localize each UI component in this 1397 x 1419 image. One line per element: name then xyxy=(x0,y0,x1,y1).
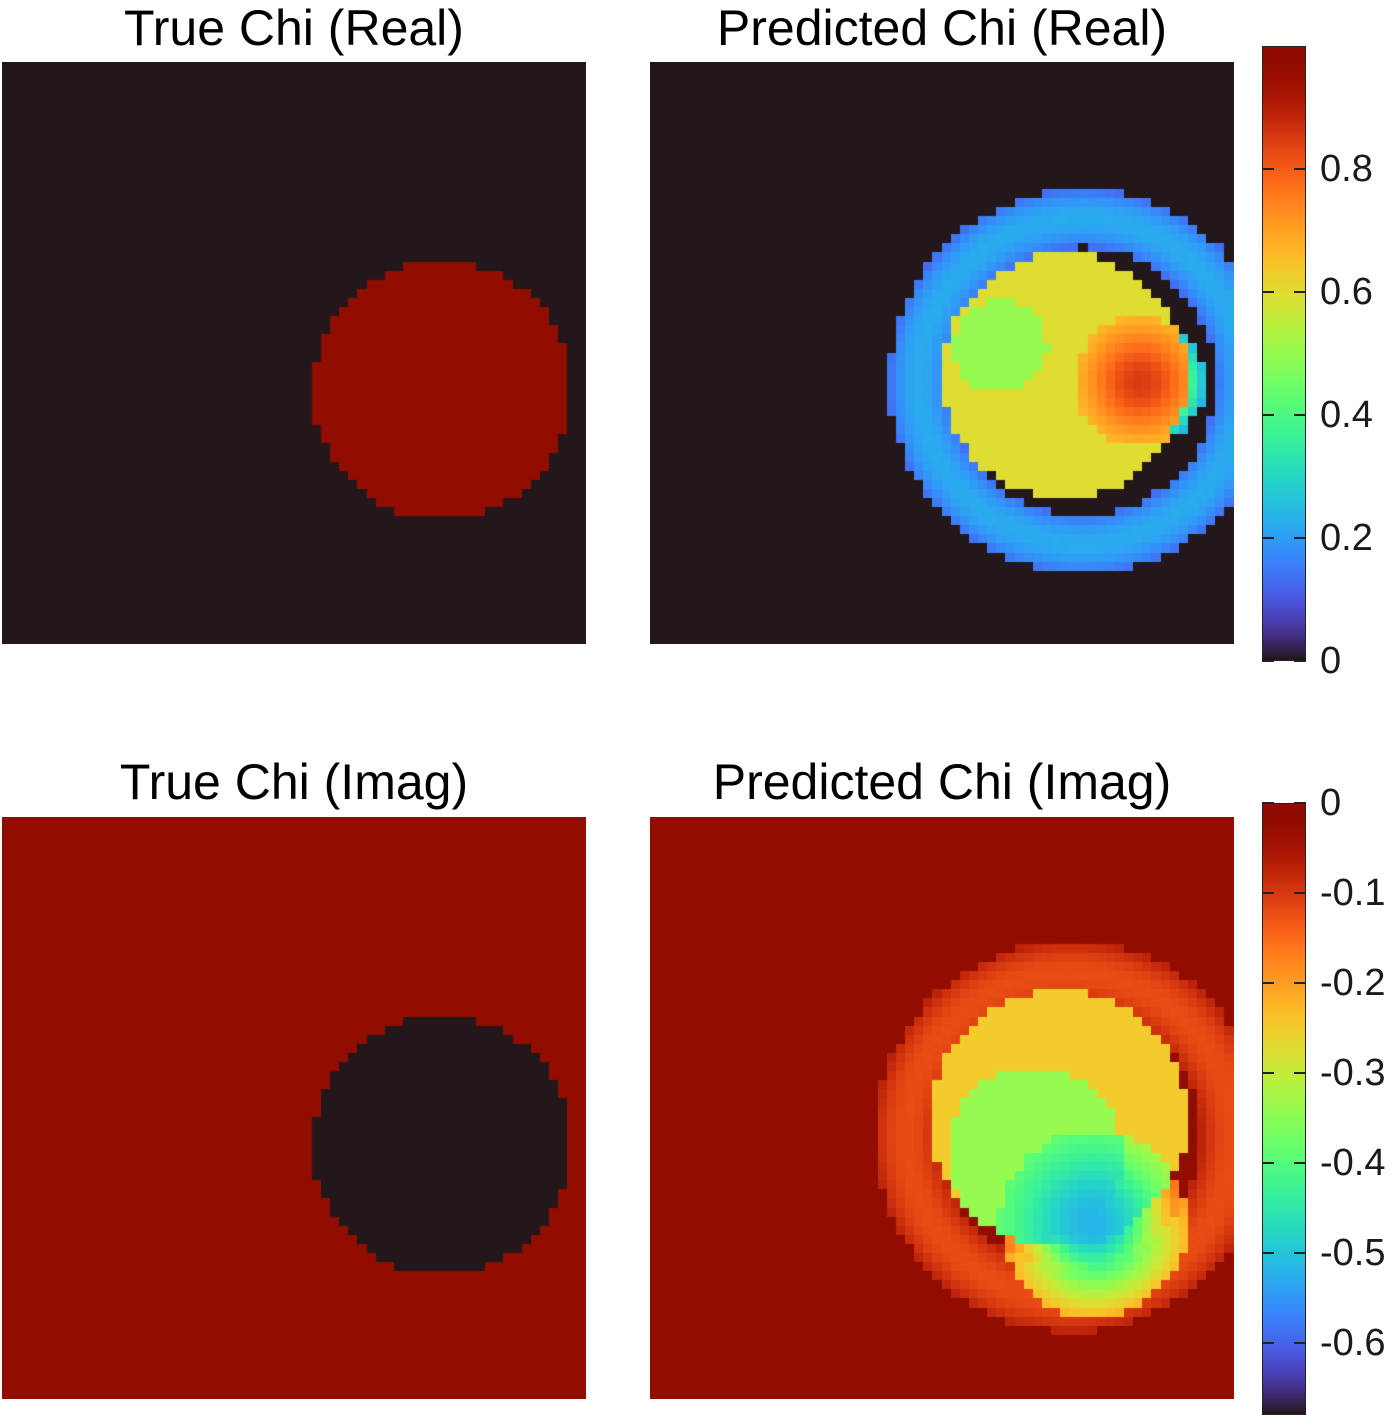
colorbar-tick-label: 0.2 xyxy=(1320,517,1373,559)
heatmap-true-imag xyxy=(2,817,586,1399)
colorbar-tick-mark xyxy=(1294,1072,1306,1074)
heatmap-true-real xyxy=(2,62,586,644)
colorbar-tick-mark xyxy=(1262,1342,1274,1344)
colorbar-tick-label: -0.3 xyxy=(1320,1052,1386,1094)
colorbar-tick-mark xyxy=(1262,1252,1274,1254)
colorbar-tick-mark xyxy=(1294,660,1306,662)
colorbar-tick-mark xyxy=(1262,291,1274,293)
title-pred-real: Predicted Chi (Real) xyxy=(716,0,1168,56)
colorbar-tick-mark xyxy=(1262,537,1274,539)
colorbar-tick-label: 0.6 xyxy=(1320,271,1373,313)
colorbar-tick-label: -0.2 xyxy=(1320,962,1386,1004)
colorbar-tick-mark xyxy=(1294,1252,1306,1254)
colorbar-tick-label: 0 xyxy=(1320,640,1342,682)
colorbar-tick-mark xyxy=(1294,168,1306,170)
title-pred-imag: Predicted Chi (Imag) xyxy=(712,754,1172,810)
colorbar-tick-mark xyxy=(1294,982,1306,984)
colorbar-tick-mark xyxy=(1262,892,1274,894)
colorbar-tick-mark xyxy=(1262,168,1274,170)
colorbar-tick-mark xyxy=(1294,291,1306,293)
colorbar-tick-mark xyxy=(1294,414,1306,416)
colorbar-tick-mark xyxy=(1262,1072,1274,1074)
colorbar-tick-mark xyxy=(1262,802,1274,804)
colorbar-tick-mark xyxy=(1294,537,1306,539)
colorbar-tick-mark xyxy=(1262,982,1274,984)
colorbar-tick-mark xyxy=(1294,802,1306,804)
colorbar-tick-mark xyxy=(1262,1162,1274,1164)
colorbar-tick-label: 0.8 xyxy=(1320,148,1373,190)
colorbar-tick-mark xyxy=(1294,1162,1306,1164)
colorbar-tick-mark xyxy=(1294,892,1306,894)
colorbar-tick-label: 0 xyxy=(1320,782,1342,824)
colorbar-real xyxy=(1262,46,1306,661)
colorbar-tick-mark xyxy=(1262,660,1274,662)
title-true-imag: True Chi (Imag) xyxy=(119,754,469,810)
heatmap-pred-real xyxy=(650,62,1234,644)
heatmap-pred-imag xyxy=(650,817,1234,1399)
colorbar-tick-mark xyxy=(1262,414,1274,416)
colorbar-tick-label: -0.4 xyxy=(1320,1142,1386,1184)
colorbar-tick-label: -0.1 xyxy=(1320,872,1386,914)
colorbar-imag xyxy=(1262,803,1306,1415)
title-true-real: True Chi (Real) xyxy=(124,0,464,56)
colorbar-tick-label: -0.6 xyxy=(1320,1322,1386,1364)
colorbar-tick-mark xyxy=(1294,1342,1306,1344)
colorbar-tick-label: -0.5 xyxy=(1320,1232,1386,1274)
colorbar-tick-label: 0.4 xyxy=(1320,394,1373,436)
